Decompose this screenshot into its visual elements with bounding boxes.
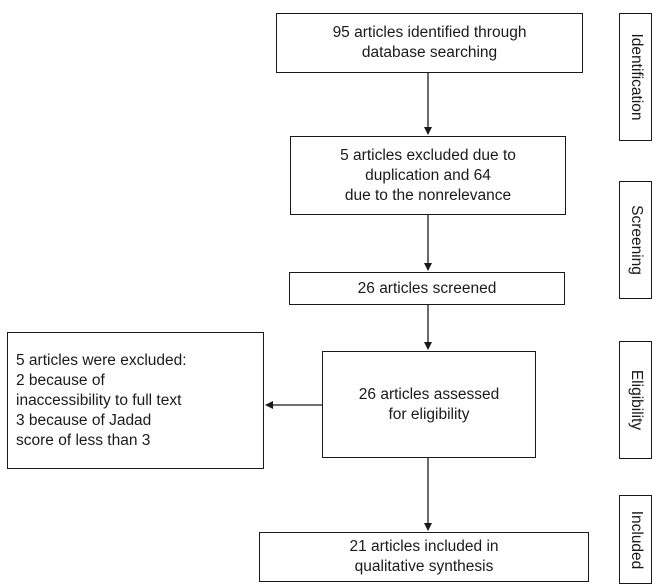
- box-identified: 95 articles identified through database …: [276, 13, 583, 73]
- box-included-text: 21 articles included in qualitative synt…: [349, 538, 499, 575]
- box-screened-text: 26 articles screened: [357, 279, 497, 297]
- stage-eligibility: Eligibility: [619, 341, 652, 459]
- box-assessed-text: 26 articles assessed for eligibility: [358, 385, 500, 423]
- box-assessed: 26 articles assessed for eligibility: [322, 351, 536, 458]
- box-excluded-eligibility: 5 articles were excluded: 2 because of i…: [7, 332, 264, 469]
- box-excluded-duplication-text: 5 articles excluded due to duplication a…: [340, 146, 516, 204]
- box-excluded-eligibility-text: 5 articles were excluded: 2 because of i…: [16, 351, 187, 449]
- stage-included: Included: [619, 495, 652, 584]
- stage-eligibility-label: Eligibility: [627, 369, 645, 431]
- box-identified-text: 95 articles identified through database …: [332, 24, 527, 61]
- stage-identification-label: Identification: [627, 33, 645, 121]
- box-excluded-duplication: 5 articles excluded due to duplication a…: [290, 136, 566, 215]
- stage-screening: Screening: [619, 181, 652, 299]
- box-screened: 26 articles screened: [289, 272, 565, 305]
- stage-included-label: Included: [627, 510, 645, 569]
- stage-identification: Identification: [619, 13, 652, 141]
- box-included: 21 articles included in qualitative synt…: [259, 532, 589, 582]
- stage-screening-label: Screening: [627, 205, 645, 275]
